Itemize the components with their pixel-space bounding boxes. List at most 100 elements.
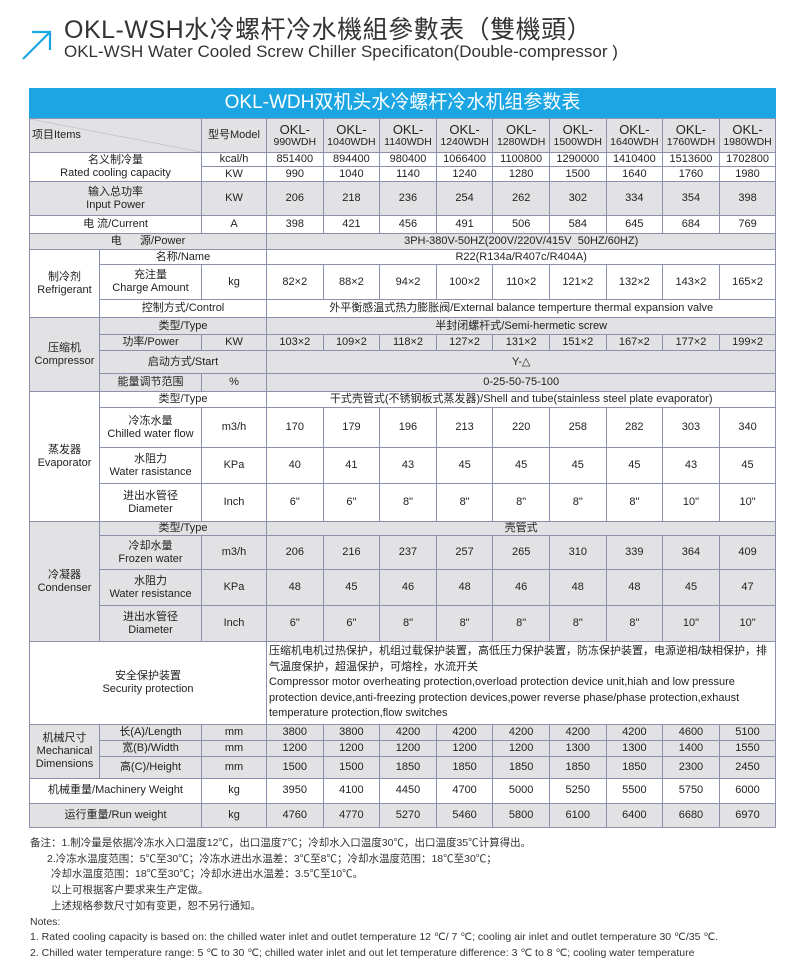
security-label: 安全保护装置 Security protection	[29, 641, 267, 725]
value-cell: 10"	[662, 605, 720, 642]
value-cell: 5750	[662, 777, 720, 804]
dimensions-label: 机械尺寸 Mechanical Dimensions	[29, 723, 100, 779]
machinery-weight-label: 机械重量/Machinery Weight	[29, 777, 202, 804]
value-cell: 48	[435, 569, 494, 606]
value-cell: 5460	[435, 802, 494, 828]
value-cell: 43	[379, 447, 437, 484]
value-cell: 45	[492, 447, 550, 484]
value-cell: 131×2	[492, 334, 550, 351]
security-value: 压缩机电机过热保护，机组过载保护装置，高低压力保护装置，防冻保护装置，电源逆相/…	[265, 641, 777, 725]
value-cell: 45	[435, 447, 494, 484]
value-cell: 364	[662, 535, 720, 570]
value-cell: 1066400	[435, 152, 494, 167]
value-cell: 40	[266, 447, 324, 484]
value-cell: 2450	[718, 755, 777, 779]
notes-title: Notes:	[30, 915, 61, 928]
width-label: 宽(B)/Width	[99, 739, 202, 757]
value-cell: 303	[662, 407, 720, 448]
diameter-label: 进出水管径 Diameter	[99, 483, 202, 522]
unit: A	[201, 215, 267, 234]
value-cell: 282	[605, 407, 664, 448]
value-cell: 1980	[718, 166, 777, 182]
refrigerant-label: 制冷剂 Refrigerant	[29, 249, 100, 318]
note-cn-4: 以上可根据客户要求来生产定做。	[51, 884, 209, 897]
resistance-label: 水阻力 Water rasistance	[99, 447, 202, 484]
value-cell: 409	[718, 535, 777, 570]
value-cell: 48	[605, 569, 664, 606]
model-header-cell: OKL- 1640WDH	[605, 118, 664, 153]
unit: KW	[201, 166, 267, 182]
unit: kcal/h	[201, 152, 267, 167]
value-cell: 218	[322, 181, 381, 216]
start-value: Y-△	[265, 350, 777, 374]
evaporator-type: 干式壳管式(不锈钢板式蒸发器)/Shell and tube(stainless…	[265, 391, 777, 408]
arrow-up-right-icon	[22, 30, 52, 60]
value-cell: 196	[379, 407, 437, 448]
value-cell: 1300	[605, 739, 664, 757]
control-label: 控制方式/Control	[99, 299, 267, 318]
compressor-label: 压缩机 Compressor	[29, 317, 100, 392]
refrigerant-name: R22(R134a/R407c/R404A)	[265, 249, 777, 265]
value-cell: 45	[718, 447, 777, 484]
value-cell: 1290000	[548, 152, 607, 167]
value-cell: 8"	[548, 483, 607, 522]
note-cn-1: 备注：1.制冷量是依据冷冻水入口温度12℃，出口温度7℃；冷却水入口温度30℃，…	[30, 837, 532, 849]
value-cell: 769	[718, 215, 777, 234]
unit: KW	[201, 334, 267, 351]
value-cell: 894400	[322, 152, 381, 167]
value-cell: 88×2	[322, 264, 381, 300]
value-cell: 103×2	[266, 334, 324, 351]
value-cell: 8"	[379, 483, 437, 522]
value-cell: 45	[605, 447, 664, 484]
value-cell: 5100	[718, 723, 777, 741]
value-cell: 2300	[662, 755, 720, 779]
run-weight-label: 运行重量/Run weight	[29, 802, 202, 828]
value-cell: 398	[718, 181, 777, 216]
title-en: OKL-WSH Water Cooled Screw Chiller Speci…	[64, 42, 618, 61]
value-cell: 684	[662, 215, 720, 234]
value-cell: 1850	[435, 755, 494, 779]
model-header-cell: OKL- 1500WDH	[548, 118, 607, 153]
flow-label: 冷冻水量 Chilled water flow	[99, 407, 202, 448]
value-cell: 1200	[266, 739, 324, 757]
model-header-cell: OKL- 1240WDH	[435, 118, 494, 153]
value-cell: 6"	[322, 483, 381, 522]
value-cell: 1200	[435, 739, 494, 757]
value-cell: 4760	[266, 802, 324, 828]
value-cell: 506	[492, 215, 550, 234]
value-cell: 47	[718, 569, 777, 606]
model-header-cell: OKL- 1980WDH	[718, 118, 777, 153]
value-cell: 302	[548, 181, 607, 216]
notes: 备注：1.制冷量是依据冷冻水入口温度12℃，出口温度7℃；冷却水入口温度30℃，…	[30, 836, 718, 962]
value-cell: 220	[492, 407, 550, 448]
value-cell: 151×2	[548, 334, 607, 351]
power-value: 3PH-380V-50HZ(200V/220V/415V 50HZ/60HZ)	[265, 233, 777, 250]
value-cell: 491	[435, 215, 494, 234]
note-cn-3: 冷却水温度范围：18℃至30℃；冷却水进出水温差：3.5℃至10℃。	[51, 868, 364, 881]
value-cell: 109×2	[322, 334, 381, 351]
value-cell: 45	[662, 569, 720, 606]
unit: %	[201, 373, 267, 392]
value-cell: 132×2	[605, 264, 664, 300]
header-row: 项目Items 型号Model OKL- 990WDH OKL- 1040WDH OKL…	[29, 118, 777, 153]
value-cell: 1300	[548, 739, 607, 757]
value-cell: 584	[548, 215, 607, 234]
value-cell: 4100	[322, 777, 381, 804]
note-en-1: 1. Rated cooling capacity is based on: t…	[30, 931, 719, 944]
value-cell: 94×2	[379, 264, 437, 300]
resistance-label: 水阻力 Water resistance	[99, 569, 202, 606]
value-cell: 1280	[492, 166, 550, 182]
value-cell: 6400	[605, 802, 664, 828]
value-cell: 5500	[605, 777, 664, 804]
model-header-cell: OKL- 1760WDH	[662, 118, 720, 153]
value-cell: 10"	[718, 483, 777, 522]
length-label: 长(A)/Length	[99, 723, 202, 741]
value-cell: 398	[266, 215, 324, 234]
value-cell: 8"	[492, 605, 550, 642]
control-value: 外平衡感温式热力膨胀阀/External balance temperture …	[265, 299, 777, 318]
note-cn-2: 2.冷冻水温度范围：5℃至30℃；冷冻水进出水温差：3℃至8℃；冷却水温度范围：…	[47, 852, 497, 865]
value-cell: 1140	[379, 166, 437, 182]
value-cell: 1240	[435, 166, 494, 182]
value-cell: 110×2	[492, 264, 550, 300]
value-cell: 170	[266, 407, 324, 448]
